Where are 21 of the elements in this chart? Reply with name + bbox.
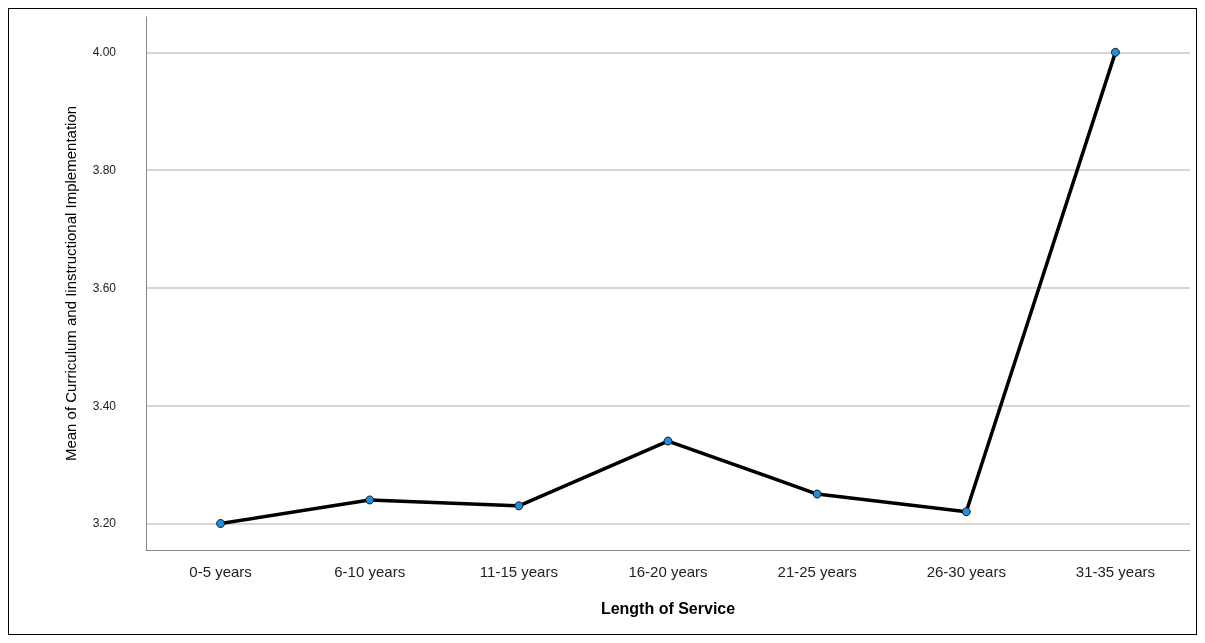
point bbox=[961, 507, 971, 517]
point bbox=[216, 519, 226, 528]
y-axis-title: Mean of Curriculum and Iinstructional Implementation bbox=[62, 105, 79, 462]
point bbox=[1110, 47, 1120, 57]
x-tick-label: 21-25 years bbox=[777, 563, 857, 580]
x-axis-title: Length of Service bbox=[600, 599, 736, 617]
point bbox=[663, 436, 673, 446]
x-tick-label: 26-30 years bbox=[926, 563, 1006, 580]
point bbox=[365, 495, 375, 505]
y-tick-label: 3.80 bbox=[92, 163, 117, 178]
y-tick-label: 4.00 bbox=[92, 45, 117, 60]
point bbox=[812, 489, 822, 499]
x-tick-label: 16-20 years bbox=[628, 563, 708, 580]
point bbox=[514, 501, 524, 511]
x-tick-label: 0-5 years bbox=[189, 563, 252, 580]
x-tick-label: 31-35 years bbox=[1075, 563, 1156, 580]
y-tick-label: 3.60 bbox=[92, 280, 117, 295]
x-tick-label: 6-10 years bbox=[334, 563, 406, 580]
y-tick-label: 3.40 bbox=[92, 398, 117, 413]
x-tick-label: 11-15 years bbox=[479, 563, 558, 580]
y-tick-label: 3.20 bbox=[92, 516, 117, 531]
